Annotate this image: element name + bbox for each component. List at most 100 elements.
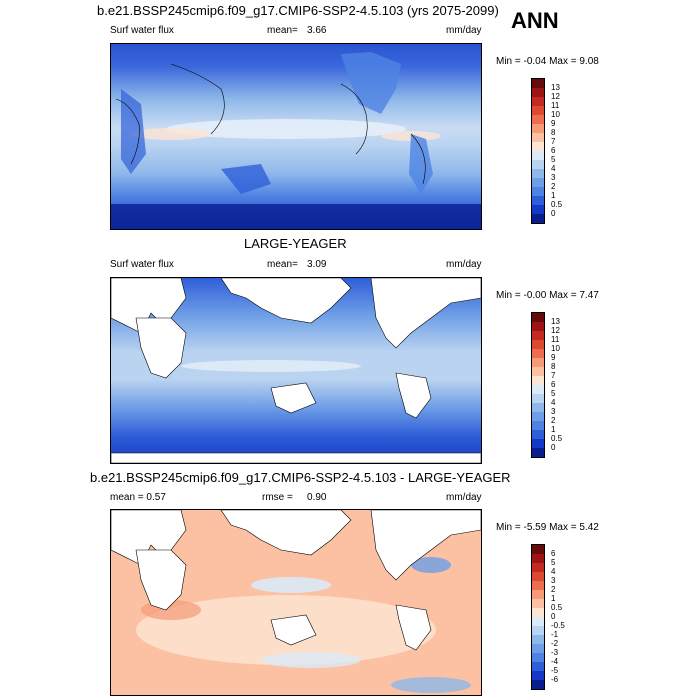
colorbar-swatch xyxy=(532,572,544,581)
panel1-mean-value: 3.66 xyxy=(307,25,327,36)
colorbar-swatch xyxy=(532,178,544,187)
colorbar-swatch xyxy=(532,430,544,439)
colorbar-swatch xyxy=(532,376,544,385)
panel2-mean-label: mean= xyxy=(267,259,298,270)
panel2-mean-value: 3.09 xyxy=(307,259,327,270)
panel1-map xyxy=(110,43,482,230)
colorbar-tick-label: 11 xyxy=(551,101,560,110)
panel1-map-field xyxy=(111,44,481,229)
panel2-map-field xyxy=(111,278,481,463)
colorbar-swatch xyxy=(532,88,544,97)
colorbar-tick-label: 12 xyxy=(551,92,560,101)
panel2-title: LARGE-YEAGER xyxy=(244,236,347,251)
colorbar-swatch xyxy=(532,608,544,617)
colorbar-swatch xyxy=(532,581,544,590)
colorbar-swatch xyxy=(532,385,544,394)
colorbar-swatch xyxy=(532,313,544,322)
colorbar-swatch xyxy=(532,124,544,133)
colorbar-tick-label: 5 xyxy=(551,558,556,567)
colorbar-tick-label: -4 xyxy=(551,657,559,666)
colorbar-swatch xyxy=(532,358,544,367)
colorbar-swatch xyxy=(532,403,544,412)
colorbar-swatch xyxy=(532,97,544,106)
colorbar-swatch xyxy=(532,412,544,421)
colorbar-swatch xyxy=(532,169,544,178)
colorbar-tick-label: 0.5 xyxy=(551,434,563,443)
season-label: ANN xyxy=(511,8,559,33)
colorbar-tick-label: 10 xyxy=(551,344,560,353)
panel1-minmax: Min = -0.04 Max = 9.08 xyxy=(496,56,599,67)
colorbar-tick-label: 2 xyxy=(551,585,556,594)
colorbar-tick-label: 1 xyxy=(551,425,556,434)
panel3-map xyxy=(110,509,482,696)
colorbar-tick-label: 10 xyxy=(551,110,560,119)
colorbar-tick-label: 2 xyxy=(551,182,556,191)
colorbar-swatch xyxy=(532,340,544,349)
panel2-units: mm/day xyxy=(446,259,482,270)
colorbar-tick-label: 4 xyxy=(551,398,556,407)
colorbar-swatch xyxy=(532,106,544,115)
colorbar-tick-label: 0 xyxy=(551,209,556,218)
colorbar-tick-label: 3 xyxy=(551,173,556,182)
colorbar-swatch xyxy=(532,187,544,196)
colorbar-tick-label: 13 xyxy=(551,317,560,326)
colorbar-tick-label: 9 xyxy=(551,353,556,362)
panel3-minmax: Min = -5.59 Max = 5.42 xyxy=(496,522,599,533)
colorbar-tick-label: 1 xyxy=(551,191,556,200)
colorbar-tick-label: 6 xyxy=(551,146,556,155)
colorbar-swatch xyxy=(532,662,544,671)
colorbar-tick-label: 6 xyxy=(551,380,556,389)
colorbar-swatch xyxy=(532,322,544,331)
colorbar-tick-label: 5 xyxy=(551,389,556,398)
colorbar-tick-label: 0 xyxy=(551,612,556,621)
panel2-field-label: Surf water flux xyxy=(110,259,174,270)
colorbar-tick-label: 13 xyxy=(551,83,560,92)
colorbar-swatch xyxy=(532,626,544,635)
colorbar-tick-label: 12 xyxy=(551,326,560,335)
colorbar-tick-label: 7 xyxy=(551,137,556,146)
colorbar-swatch xyxy=(532,205,544,214)
panel3-rmse-label: rmse = xyxy=(262,492,293,503)
panel3-colorbar-box xyxy=(531,544,545,690)
colorbar-swatch xyxy=(532,142,544,151)
colorbar-swatch xyxy=(532,439,544,448)
colorbar-tick-label: 0.5 xyxy=(551,200,563,209)
colorbar-tick-label: 7 xyxy=(551,371,556,380)
colorbar-tick-label: 0 xyxy=(551,443,556,452)
colorbar-swatch xyxy=(532,644,544,653)
panel3-title: b.e21.BSSP245cmip6.f09_g17.CMIP6-SSP2-4.… xyxy=(90,470,511,485)
colorbar-tick-label: 3 xyxy=(551,576,556,585)
colorbar-tick-label: 11 xyxy=(551,335,560,344)
panel2-colorbar-box xyxy=(531,312,545,458)
colorbar-swatch xyxy=(532,160,544,169)
colorbar-tick-label: 4 xyxy=(551,164,556,173)
colorbar-tick-label: -2 xyxy=(551,639,559,648)
panel1-mean-label: mean= xyxy=(267,25,298,36)
colorbar-swatch xyxy=(532,590,544,599)
colorbar-swatch xyxy=(532,151,544,160)
colorbar-swatch xyxy=(532,599,544,608)
colorbar-swatch xyxy=(532,671,544,680)
colorbar-swatch xyxy=(532,554,544,563)
panel2-map xyxy=(110,277,482,464)
colorbar-tick-label: -3 xyxy=(551,648,559,657)
colorbar-swatch xyxy=(532,367,544,376)
colorbar-swatch xyxy=(532,79,544,88)
colorbar-swatch xyxy=(532,196,544,205)
colorbar-tick-label: -6 xyxy=(551,675,559,684)
colorbar-tick-label: 8 xyxy=(551,362,556,371)
colorbar-swatch xyxy=(532,115,544,124)
panel3-units: mm/day xyxy=(446,492,482,503)
panel1-title: b.e21.BSSP245cmip6.f09_g17.CMIP6-SSP2-4.… xyxy=(97,3,499,18)
panel2-minmax: Min = -0.00 Max = 7.47 xyxy=(496,290,599,301)
colorbar-swatch xyxy=(532,545,544,554)
colorbar-swatch xyxy=(532,635,544,644)
colorbar-swatch xyxy=(532,653,544,662)
panel3-map-field xyxy=(111,510,481,695)
colorbar-tick-label: 2 xyxy=(551,416,556,425)
colorbar-tick-label: -5 xyxy=(551,666,559,675)
colorbar-swatch xyxy=(532,214,544,223)
colorbar-tick-label: 3 xyxy=(551,407,556,416)
colorbar-tick-label: -1 xyxy=(551,630,559,639)
colorbar-swatch xyxy=(532,133,544,142)
